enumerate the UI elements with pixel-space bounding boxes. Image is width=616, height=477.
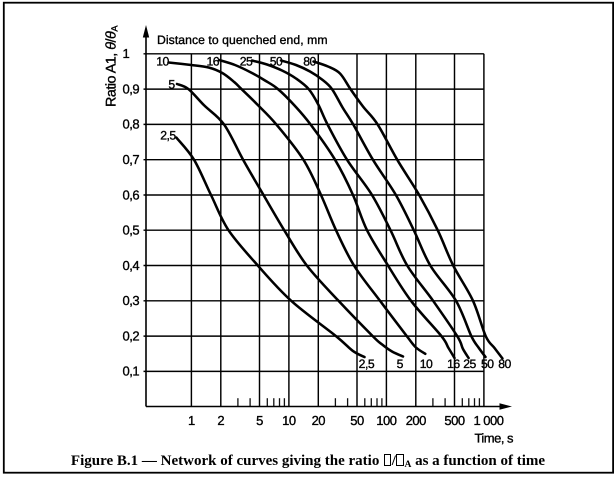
svg-text:16: 16 [447,357,460,371]
svg-text:50: 50 [270,54,283,68]
svg-text:5: 5 [168,77,175,91]
svg-text:500: 500 [444,413,464,428]
svg-text:50: 50 [481,357,494,371]
svg-text:0,9: 0,9 [123,81,140,96]
svg-text:0,8: 0,8 [123,117,140,132]
svg-text:5: 5 [256,413,263,428]
svg-text:16: 16 [207,54,220,68]
svg-text:10: 10 [282,413,296,428]
svg-text:200: 200 [406,413,426,428]
svg-text:1: 1 [123,46,130,61]
svg-text:0,6: 0,6 [123,187,140,202]
svg-text:10: 10 [156,54,169,68]
svg-text:2,5: 2,5 [160,128,176,142]
svg-text:20: 20 [312,413,326,428]
svg-text:25: 25 [463,357,476,371]
svg-text:10: 10 [420,357,433,371]
svg-text:Distance to quenched end, mm: Distance to quenched end, mm [157,33,328,47]
svg-text:0,3: 0,3 [123,293,140,308]
svg-text:0,5: 0,5 [123,223,140,238]
svg-text:Time, s: Time, s [475,430,514,445]
svg-text:2,5: 2,5 [359,357,375,371]
svg-text:80: 80 [303,54,316,68]
svg-text:80: 80 [498,357,511,371]
svg-text:Ratio A1, θ/θA: Ratio A1, θ/θA [103,26,120,107]
svg-text:1 000: 1 000 [473,413,503,428]
svg-text:5: 5 [397,357,404,371]
svg-text:25: 25 [240,54,253,68]
svg-text:1: 1 [188,413,195,428]
svg-text:50: 50 [350,413,364,428]
svg-text:2: 2 [217,413,224,428]
svg-text:0,1: 0,1 [123,364,140,379]
svg-text:100: 100 [376,413,396,428]
svg-text:0,4: 0,4 [123,258,140,273]
svg-text:0,7: 0,7 [123,152,140,167]
svg-text:0,2: 0,2 [123,328,140,343]
